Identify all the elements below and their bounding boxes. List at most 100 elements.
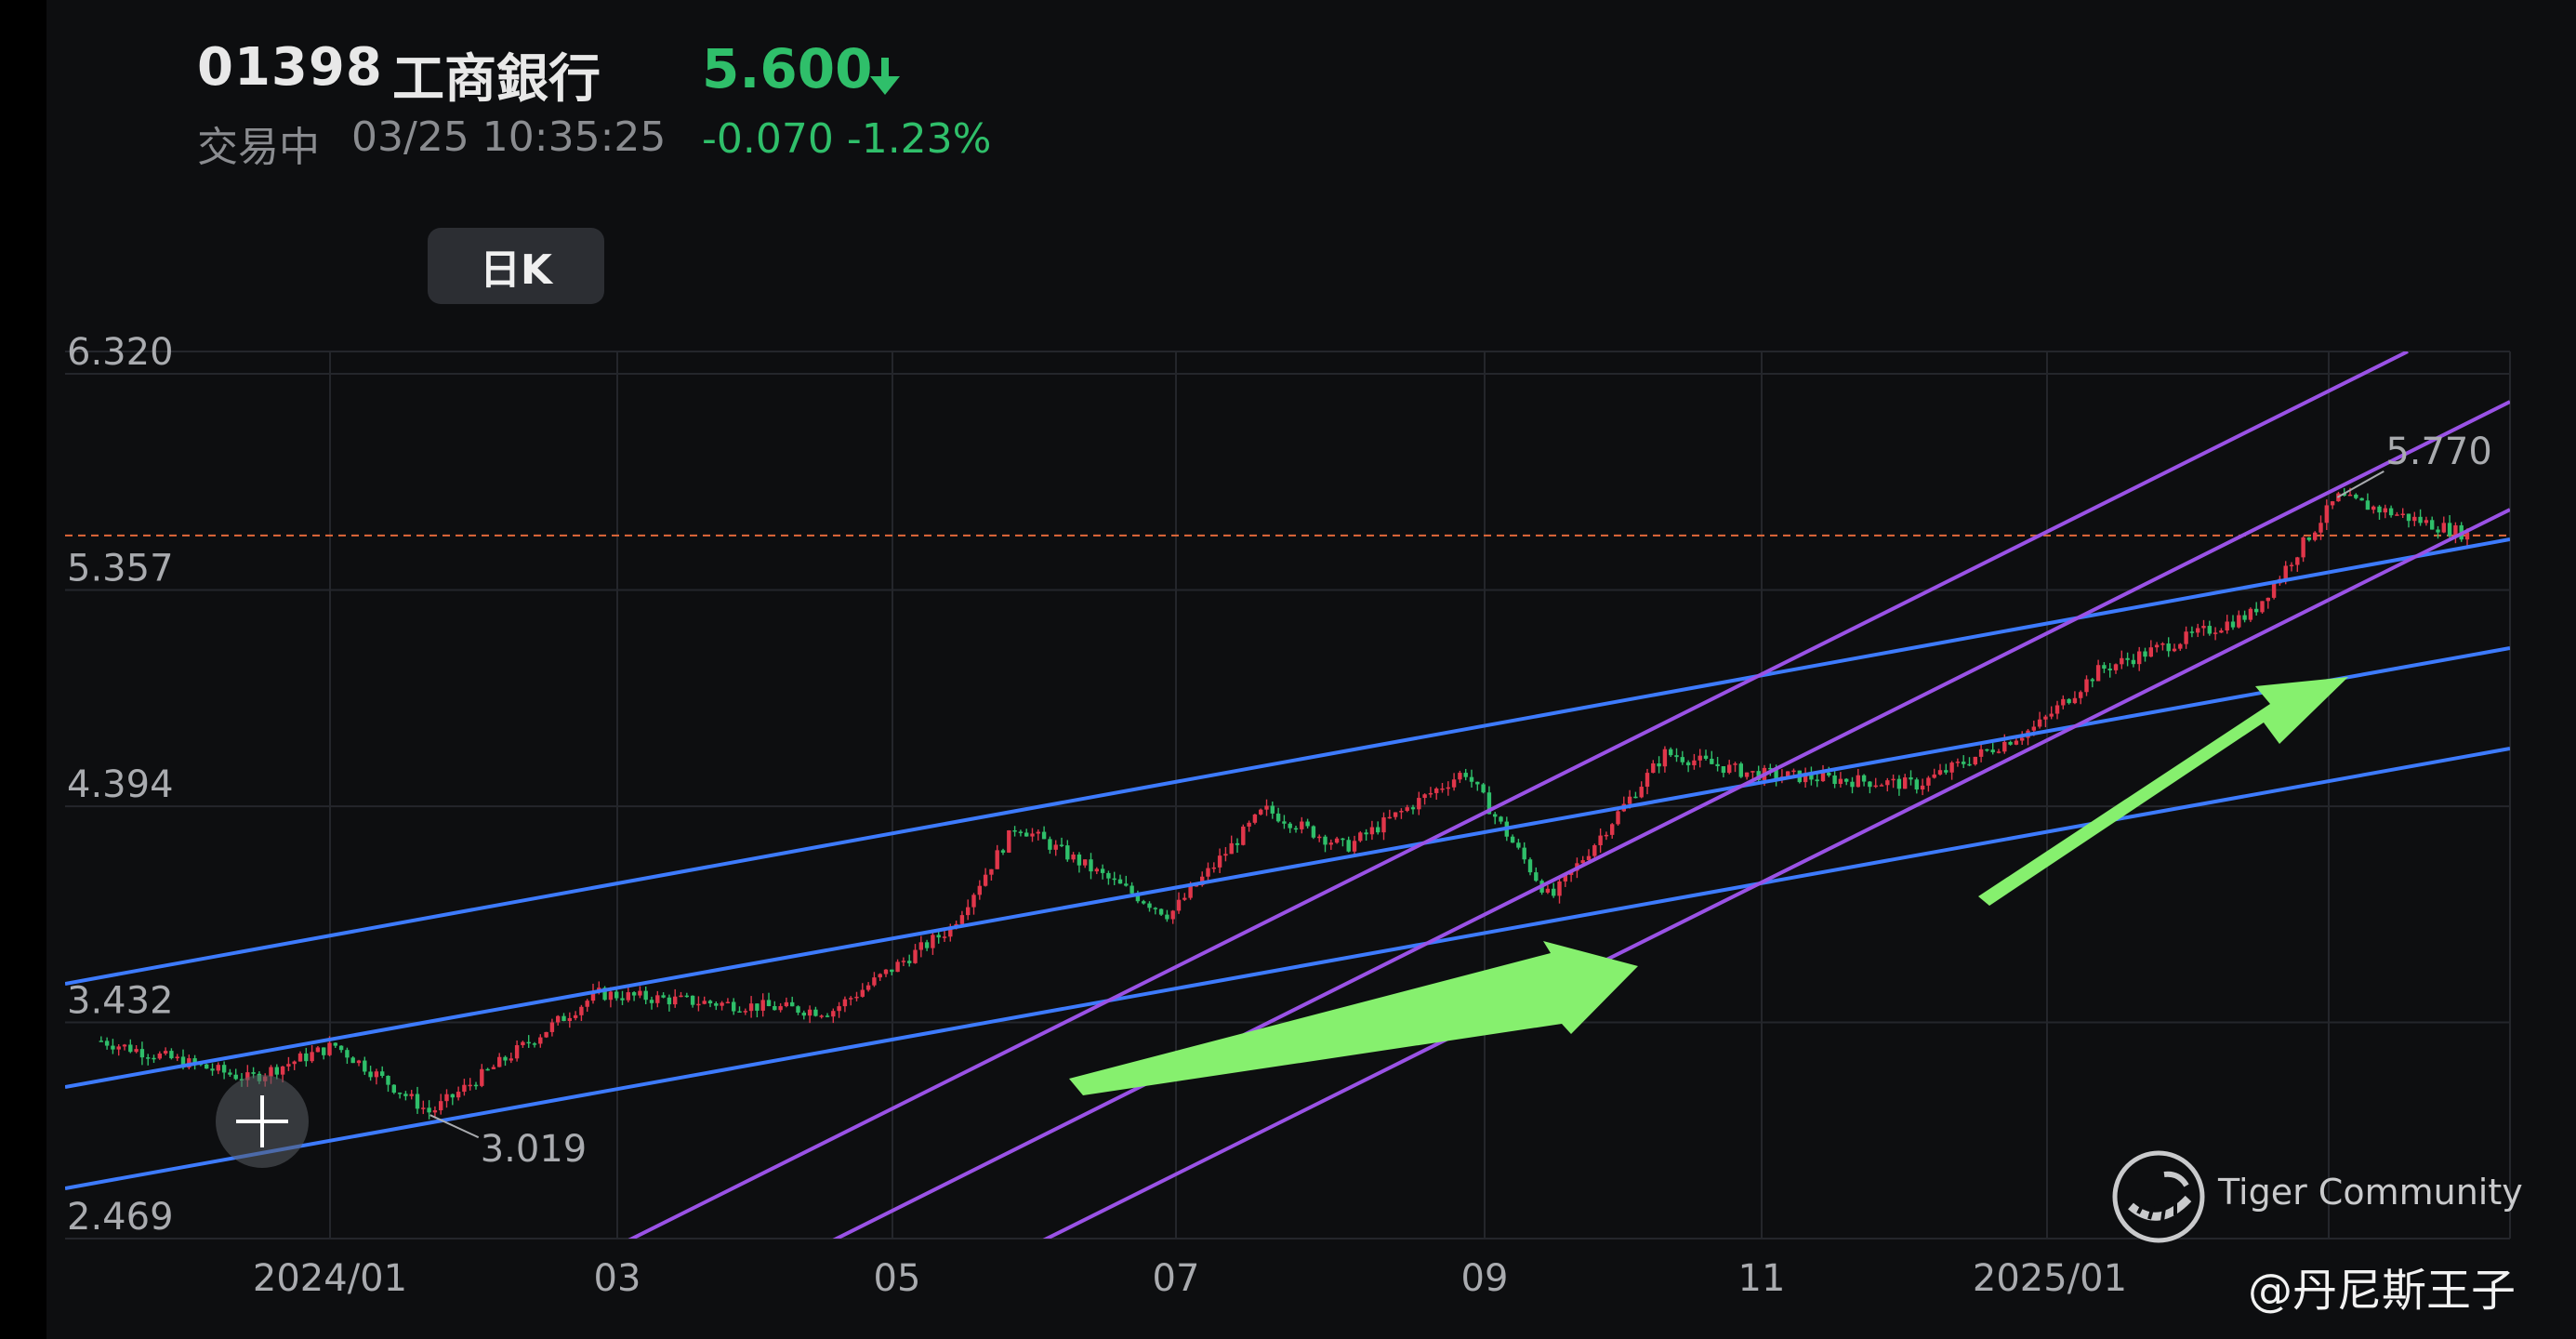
candle-body [233, 1074, 238, 1080]
candle-body [526, 1041, 531, 1044]
candle-body [860, 989, 865, 997]
candle-body [1387, 816, 1393, 819]
candle-body [1135, 893, 1141, 902]
low-label: 3.019 [481, 1128, 588, 1171]
candle-body [1633, 796, 1638, 799]
watermark-text: Tiger Community [2218, 1172, 2523, 1213]
candle-body [2061, 698, 2066, 706]
candle-body [1978, 749, 1984, 757]
candle-body [1937, 770, 1943, 775]
candle-body [1592, 844, 1597, 856]
candle-body [310, 1052, 314, 1062]
candle-body [1053, 844, 1058, 850]
candle-body [854, 996, 859, 999]
candle-body [1510, 836, 1515, 843]
candle-body [503, 1056, 508, 1061]
last-price: 5.600 [702, 37, 873, 100]
candle-body [966, 907, 971, 916]
candle-body [1932, 774, 1936, 778]
candle-body [1417, 798, 1421, 810]
candle-body [2418, 516, 2423, 524]
candle-body [1182, 897, 1187, 900]
candle-body [427, 1107, 431, 1113]
candle-body [2225, 621, 2229, 631]
candle-body [732, 1001, 736, 1012]
stock-name: 工商銀行 [392, 49, 601, 110]
candle-body [1024, 832, 1029, 837]
crosshair-add-button[interactable] [216, 1075, 309, 1168]
candle-body [1393, 812, 1398, 817]
candle-body [2090, 679, 2095, 682]
candle-body [1194, 884, 1199, 887]
candle-body [1803, 773, 1808, 783]
candle-body [286, 1064, 291, 1067]
candle-body [350, 1057, 355, 1064]
candle-body [462, 1084, 467, 1093]
x-tick-label: 05 [874, 1257, 921, 1300]
candle-body [890, 969, 894, 973]
candle-body [2260, 601, 2265, 613]
candle-body [1334, 838, 1340, 843]
candle-body [2289, 564, 2294, 567]
candle-body [1861, 775, 1867, 782]
candle-body [450, 1094, 456, 1098]
candle-body [2002, 741, 2007, 752]
y-tick-label: 5.357 [67, 548, 174, 590]
candle-body [1065, 845, 1070, 860]
candle-body [2031, 726, 2037, 731]
candle-body [1364, 832, 1368, 835]
candle-body [327, 1042, 332, 1055]
candle-body [2430, 520, 2435, 530]
candle-body [1112, 878, 1116, 881]
candle-body [2160, 643, 2165, 645]
candle-body [228, 1072, 232, 1075]
candle-body [480, 1068, 484, 1086]
candle-body [497, 1056, 502, 1067]
candle-body [2143, 651, 2147, 657]
candle-body [1305, 821, 1310, 827]
candle-body [1399, 811, 1404, 813]
candle-body [2464, 532, 2470, 540]
candle-body [737, 1011, 742, 1014]
candle-body [192, 1058, 197, 1064]
candle-body [2219, 630, 2224, 633]
arrow-down-icon [870, 58, 900, 95]
candle-body [936, 935, 941, 938]
candle-body [631, 992, 637, 996]
candle-body [2441, 523, 2447, 533]
candle-body [2359, 497, 2364, 501]
candle-body [1481, 784, 1486, 793]
candle-body [2054, 705, 2060, 714]
candle-body [567, 1017, 573, 1022]
candle-body [1223, 854, 1228, 856]
candle-body [1820, 772, 1826, 782]
candle-body [638, 990, 642, 996]
candle-body [374, 1071, 379, 1078]
candle-body [901, 961, 906, 962]
candle-body [1282, 821, 1287, 824]
candle-body [585, 1001, 589, 1007]
candle-body [2383, 508, 2388, 513]
candle-body [1996, 751, 2001, 753]
candle-body [1041, 831, 1047, 840]
candle-body [274, 1067, 280, 1075]
tab-daily-k[interactable]: 日K [428, 228, 604, 304]
candle-body [1990, 749, 1995, 753]
candle-body [784, 1001, 789, 1007]
candle-body [2447, 523, 2452, 537]
candle-body [819, 1015, 824, 1017]
candle-body [1252, 814, 1258, 823]
candle-body [403, 1094, 408, 1096]
candle-body [1463, 773, 1468, 777]
candle-body [386, 1076, 390, 1085]
candle-body [1557, 881, 1562, 896]
candle-body [210, 1068, 215, 1071]
candle-body [760, 1000, 765, 1011]
high-leader-line [2336, 470, 2384, 498]
x-tick-label: 09 [1461, 1257, 1509, 1300]
candle-body [491, 1067, 496, 1069]
candle-body [2189, 631, 2195, 633]
candle-body [2148, 647, 2154, 657]
candle-body [1341, 838, 1345, 841]
candle-body [1475, 781, 1480, 785]
